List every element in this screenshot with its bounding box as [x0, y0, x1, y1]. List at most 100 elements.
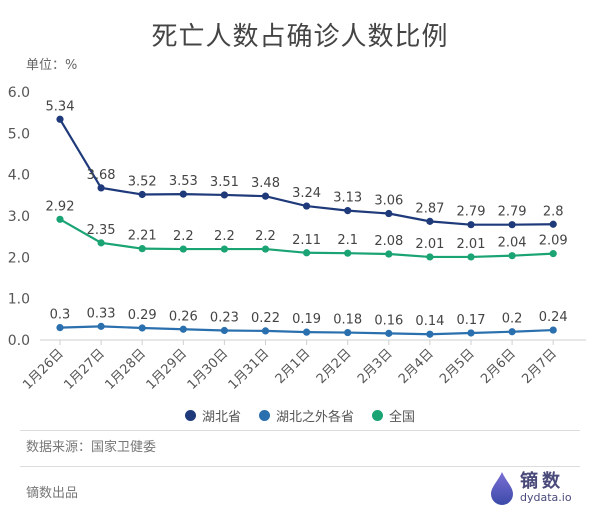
y-tick-label: 2.0: [8, 250, 30, 266]
data-point-outside[interactable]: [261, 327, 270, 335]
x-tick-label: 2月3日: [355, 346, 396, 387]
data-label-hubei: 3.48: [251, 176, 280, 191]
data-point-hubei[interactable]: [549, 220, 557, 228]
data-label-outside: 0.2: [502, 312, 523, 327]
data-point-outside[interactable]: [303, 328, 311, 336]
data-point-national[interactable]: [303, 249, 311, 257]
data-point-outside[interactable]: [385, 329, 393, 337]
data-label-outside: 0.19: [292, 312, 321, 327]
data-point-outside[interactable]: [220, 326, 228, 335]
data-label-outside: 0.17: [457, 313, 486, 328]
x-tick-label: 1月31日: [226, 346, 273, 393]
data-label-outside: 0.22: [251, 311, 280, 326]
data-point-hubei[interactable]: [220, 191, 228, 199]
data-label-hubei: 3.53: [169, 174, 198, 189]
legend-item-outside[interactable]: 湖北之外各省: [258, 406, 354, 425]
data-label-hubei: 3.51: [210, 175, 239, 190]
divider-bottom: [20, 466, 580, 467]
data-point-outside[interactable]: [467, 329, 475, 337]
y-tick-label: 0.0: [8, 333, 30, 349]
chart-title: 死亡人数占确诊人数比例: [151, 22, 449, 52]
data-point-national[interactable]: [138, 245, 146, 253]
x-tick-label: 1月30日: [185, 346, 232, 393]
y-axis: 0.0 1.0 2.0 3.0 4.0 5.0 6.0: [8, 85, 30, 349]
data-label-hubei: 5.34: [46, 99, 75, 114]
legend-dot-national: [372, 410, 383, 421]
x-tick-label: 1月26日: [20, 346, 67, 393]
data-point-hubei[interactable]: [508, 221, 516, 229]
legend-item-hubei[interactable]: 湖北省: [184, 406, 241, 425]
data-label-national: 2.04: [498, 236, 527, 251]
logo-text-en: dydata.io: [520, 491, 572, 504]
data-point-hubei[interactable]: [261, 192, 270, 200]
data-point-national[interactable]: [549, 250, 557, 258]
y-tick-label: 1.0: [8, 292, 30, 308]
data-label-hubei: 3.68: [87, 168, 116, 183]
data-label-national: 2.35: [87, 223, 116, 238]
legend-label-hubei: 湖北省: [201, 410, 241, 425]
data-label-outside: 0.16: [374, 313, 403, 328]
data-point-national[interactable]: [467, 253, 475, 261]
data-point-outside[interactable]: [56, 324, 64, 332]
data-point-national[interactable]: [344, 249, 352, 257]
footer-text: 镝数出品: [26, 486, 79, 501]
data-point-hubei[interactable]: [56, 115, 64, 123]
data-point-hubei[interactable]: [179, 190, 187, 198]
data-point-hubei[interactable]: [97, 184, 105, 192]
data-label-hubei: 3.06: [374, 194, 403, 209]
data-point-outside[interactable]: [138, 324, 146, 332]
data-label-outside: 0.26: [169, 309, 198, 324]
data-point-outside[interactable]: [97, 322, 105, 330]
y-tick-label: 4.0: [8, 168, 30, 184]
legend-label-outside: 湖北之外各省: [275, 410, 354, 425]
data-point-national[interactable]: [508, 252, 516, 260]
data-label-hubei: 3.52: [128, 175, 157, 190]
legend-label-national: 全国: [389, 410, 416, 425]
data-label-hubei: 2.87: [415, 201, 444, 216]
legend-dot-outside: [258, 410, 270, 421]
data-point-hubei[interactable]: [426, 217, 434, 225]
data-point-hubei[interactable]: [344, 207, 352, 215]
unit-label: 单位：%: [26, 58, 78, 73]
divider-top: [20, 430, 580, 431]
data-point-national[interactable]: [385, 250, 393, 258]
data-label-national: 2.2: [173, 229, 194, 244]
data-point-hubei[interactable]: [303, 202, 311, 210]
data-point-hubei[interactable]: [385, 209, 393, 218]
x-tick-label: 2月6日: [478, 346, 519, 387]
data-point-national[interactable]: [97, 239, 105, 247]
brand-logo: 镝数 dydata.io: [490, 467, 585, 511]
data-label-national: 2.01: [457, 237, 486, 252]
source-text: 数据来源：国家卫健委: [26, 440, 157, 455]
legend-dot-hubei: [184, 410, 196, 421]
data-label-national: 2.01: [415, 237, 444, 252]
data-label-outside: 0.14: [415, 314, 444, 329]
data-point-outside[interactable]: [426, 330, 434, 338]
data-label-hubei: 3.13: [333, 191, 362, 206]
x-tick-label: 1月28日: [102, 346, 149, 393]
data-point-outside[interactable]: [179, 325, 187, 333]
line-chart: 0.0 1.0 2.0 3.0 4.0 5.0 6.0 1月26日1月27日1月28日1月2…: [8, 85, 586, 393]
x-tick-label: 2月1日: [273, 346, 314, 387]
data-point-outside[interactable]: [508, 328, 516, 336]
legend: 湖北省 湖北之外各省 全国: [0, 406, 600, 425]
data-point-national[interactable]: [179, 245, 187, 253]
data-point-hubei[interactable]: [467, 221, 475, 229]
data-label-outside: 0.24: [539, 310, 568, 325]
logo-drop-icon: [491, 472, 513, 505]
data-point-national[interactable]: [426, 253, 434, 261]
data-point-national[interactable]: [220, 245, 228, 253]
data-label-national: 2.2: [214, 229, 235, 244]
data-point-national[interactable]: [261, 245, 270, 253]
data-point-national[interactable]: [56, 215, 64, 223]
data-point-outside[interactable]: [549, 326, 557, 334]
data-label-hubei: 2.79: [457, 205, 486, 220]
data-point-outside[interactable]: [344, 328, 352, 337]
data-label-hubei: 2.79: [498, 205, 527, 220]
x-tick-label: 2月7日: [519, 346, 560, 387]
legend-item-national[interactable]: 全国: [372, 406, 415, 425]
x-tick-label: 1月27日: [61, 346, 108, 393]
data-point-hubei[interactable]: [138, 190, 146, 199]
x-tick-label: 2月2日: [314, 346, 355, 387]
